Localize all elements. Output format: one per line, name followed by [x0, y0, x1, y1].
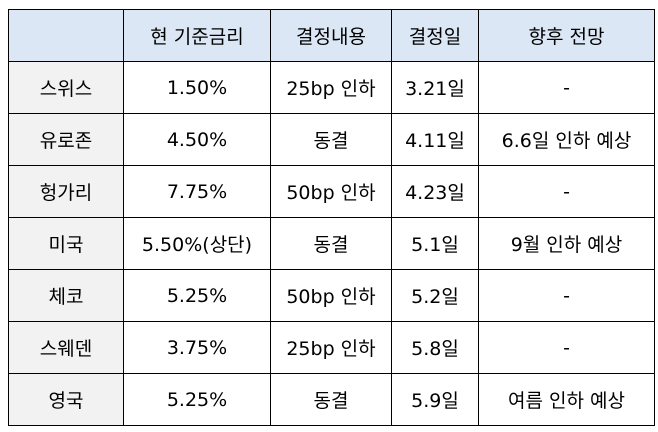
country-cell: 헝가리 [8, 165, 124, 218]
interest-rate-table: 현 기준금리 결정내용 결정일 향후 전망 스위스 1.50% 25bp 인하 … [8, 9, 655, 426]
country-cell: 미국 [8, 217, 124, 270]
rate-cell: 1.50% [123, 61, 271, 114]
outlook-cell: - [478, 165, 655, 218]
table-row: 미국 5.50%(상단) 동결 5.1일 9월 인하 예상 [8, 217, 655, 270]
decision-cell: 동결 [270, 217, 392, 270]
outlook-cell: - [478, 61, 655, 114]
date-cell: 4.11일 [391, 113, 479, 166]
table-row: 유로존 4.50% 동결 4.11일 6.6일 인하 예상 [8, 113, 655, 166]
decision-cell: 25bp 인하 [270, 321, 392, 374]
outlook-cell: - [478, 321, 655, 374]
date-cell: 5.1일 [391, 217, 479, 270]
rate-cell: 5.25% [123, 269, 271, 322]
decision-cell: 25bp 인하 [270, 61, 392, 114]
rate-cell: 4.50% [123, 113, 271, 166]
table-row: 스웨덴 3.75% 25bp 인하 5.8일 - [8, 321, 655, 374]
outlook-cell: 여름 인하 예상 [478, 373, 655, 426]
country-cell: 영국 [8, 373, 124, 426]
country-cell: 체코 [8, 269, 124, 322]
header-current-rate: 현 기준금리 [123, 9, 271, 62]
decision-cell: 동결 [270, 373, 392, 426]
date-cell: 4.23일 [391, 165, 479, 218]
rate-cell: 3.75% [123, 321, 271, 374]
header-country [8, 9, 124, 62]
date-cell: 3.21일 [391, 61, 479, 114]
decision-cell: 50bp 인하 [270, 269, 392, 322]
rate-cell: 5.50%(상단) [123, 217, 271, 270]
decision-cell: 50bp 인하 [270, 165, 392, 218]
table-row: 영국 5.25% 동결 5.9일 여름 인하 예상 [8, 373, 655, 426]
outlook-cell: - [478, 269, 655, 322]
country-cell: 스위스 [8, 61, 124, 114]
decision-cell: 동결 [270, 113, 392, 166]
rate-cell: 7.75% [123, 165, 271, 218]
table-row: 스위스 1.50% 25bp 인하 3.21일 - [8, 61, 655, 114]
date-cell: 5.2일 [391, 269, 479, 322]
header-decision-date: 결정일 [391, 9, 479, 62]
header-outlook: 향후 전망 [478, 9, 655, 62]
header-row: 현 기준금리 결정내용 결정일 향후 전망 [8, 9, 655, 62]
date-cell: 5.8일 [391, 321, 479, 374]
header-decision: 결정내용 [270, 9, 392, 62]
date-cell: 5.9일 [391, 373, 479, 426]
outlook-cell: 9월 인하 예상 [478, 217, 655, 270]
outlook-cell: 6.6일 인하 예상 [478, 113, 655, 166]
country-cell: 스웨덴 [8, 321, 124, 374]
table-row: 헝가리 7.75% 50bp 인하 4.23일 - [8, 165, 655, 218]
country-cell: 유로존 [8, 113, 124, 166]
table-row: 체코 5.25% 50bp 인하 5.2일 - [8, 269, 655, 322]
rate-cell: 5.25% [123, 373, 271, 426]
